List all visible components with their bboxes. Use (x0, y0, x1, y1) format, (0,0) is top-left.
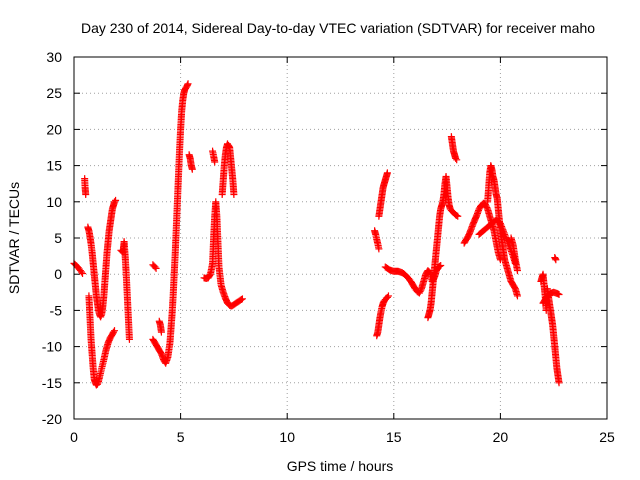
x-tick-label: 20 (493, 429, 509, 445)
data-point (151, 263, 159, 271)
y-tick-label: 5 (54, 230, 62, 246)
data-point (125, 335, 133, 343)
series-seg12 (209, 147, 219, 166)
series-seg3 (84, 223, 110, 321)
plot-frame (73, 56, 608, 420)
y-tick-label: 15 (46, 158, 62, 174)
y-tick-label: -20 (42, 411, 62, 427)
data-point (111, 198, 119, 206)
series-seg5 (102, 196, 120, 271)
y-tick-label: -10 (42, 339, 62, 355)
x-tick-label: 10 (279, 429, 295, 445)
series-seg13 (218, 140, 238, 199)
data-point (383, 293, 391, 301)
data-point (238, 295, 246, 303)
data-point (555, 290, 563, 298)
data-point (82, 191, 90, 199)
series-seg14 (371, 227, 383, 253)
data-point (375, 245, 383, 253)
data-point (211, 158, 219, 166)
series-seg6 (117, 238, 133, 343)
series-seg15 (373, 292, 392, 340)
data-point (111, 327, 119, 335)
series-seg27 (551, 254, 560, 264)
x-tick-label: 25 (599, 429, 615, 445)
y-tick-label: -15 (42, 375, 62, 391)
series-seg18 (424, 172, 462, 322)
chart-title: Day 230 of 2014, Sidereal Day-to-day VTE… (81, 20, 595, 36)
x-tick-label: 15 (386, 429, 402, 445)
data-point (184, 80, 192, 88)
series-seg20 (460, 199, 504, 264)
y-tick-label: 10 (46, 194, 62, 210)
data-point (77, 268, 85, 276)
series-seg8 (149, 80, 192, 367)
data-point (552, 256, 560, 264)
series-seg2 (81, 175, 90, 199)
data-point (454, 212, 462, 220)
series-seg4 (85, 292, 119, 389)
series-seg16 (375, 169, 391, 220)
y-axis-label: SDTVAR / TECUs (6, 182, 22, 294)
tick-layer: 0 5 10 15 20 25 -20 -15 -10 -5 0 5 10 15 20 25 30 (42, 49, 615, 445)
data-point (554, 290, 562, 298)
data-point (501, 232, 509, 240)
y-tick-label: 20 (46, 121, 62, 137)
y-tick-label: -5 (50, 302, 63, 318)
series-seg22 (484, 162, 521, 300)
x-tick-label: 0 (70, 429, 78, 445)
series-seg23 (507, 234, 521, 275)
data-point (109, 328, 117, 336)
series-seg11 (200, 198, 246, 310)
data-point (452, 154, 460, 162)
series-seg1 (70, 259, 87, 277)
data-point (453, 156, 461, 164)
data-point (384, 292, 392, 300)
data-points (70, 80, 563, 389)
series-seg10 (185, 151, 196, 173)
data-point (237, 296, 245, 304)
data-point (555, 379, 563, 387)
data-point (188, 165, 196, 173)
series-seg19 (447, 133, 461, 164)
x-axis-label: GPS time / hours (287, 458, 394, 474)
data-point (230, 191, 238, 199)
data-point (112, 196, 120, 204)
data-point (437, 262, 445, 270)
data-point (513, 292, 521, 300)
data-point (152, 264, 160, 272)
x-tick-label: 5 (177, 429, 185, 445)
series-seg26 (543, 285, 563, 387)
data-point (513, 267, 521, 275)
data-point (79, 269, 87, 277)
y-tick-label: 25 (46, 85, 62, 101)
data-point (383, 169, 391, 177)
grid-layer (74, 57, 607, 419)
series-seg7 (149, 261, 160, 272)
data-point (157, 328, 165, 336)
data-point (453, 212, 461, 220)
y-tick-label: 0 (54, 266, 62, 282)
y-tick-label: 30 (46, 49, 62, 65)
series-seg9 (155, 317, 165, 336)
